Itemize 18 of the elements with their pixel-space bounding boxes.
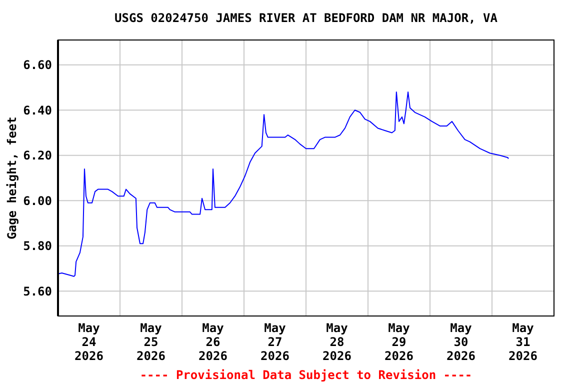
y-tick-label: 6.40 <box>23 103 52 118</box>
y-tick-label: 5.80 <box>23 239 52 254</box>
x-tick-label: May 25 2026 <box>136 321 166 363</box>
x-tick-label: May 29 2026 <box>384 321 414 363</box>
y-tick-label: 6.00 <box>23 194 52 208</box>
x-tick-label: May 26 2026 <box>198 321 228 363</box>
x-tick-label: May 30 2026 <box>446 321 476 363</box>
y-axis-title: Gage height, feet <box>5 116 19 240</box>
x-tick-label: May 31 2026 <box>508 321 538 363</box>
x-tick-label: May 27 2026 <box>260 321 290 363</box>
y-tick-label: 5.60 <box>23 284 52 298</box>
x-tick-label: May 28 2026 <box>322 321 352 363</box>
x-tick-label: May 24 2026 <box>74 321 104 363</box>
y-tick-label: 6.20 <box>23 148 52 163</box>
text: ---- Provisional Data Subject to Revision ---- <box>140 368 472 382</box>
line-series <box>58 92 509 277</box>
y-tick-label: 6.60 <box>23 58 52 72</box>
chart-title: USGS 02024750 JAMES RIVER AT BEDFORD DAM NR MAJOR, VA <box>114 11 498 25</box>
